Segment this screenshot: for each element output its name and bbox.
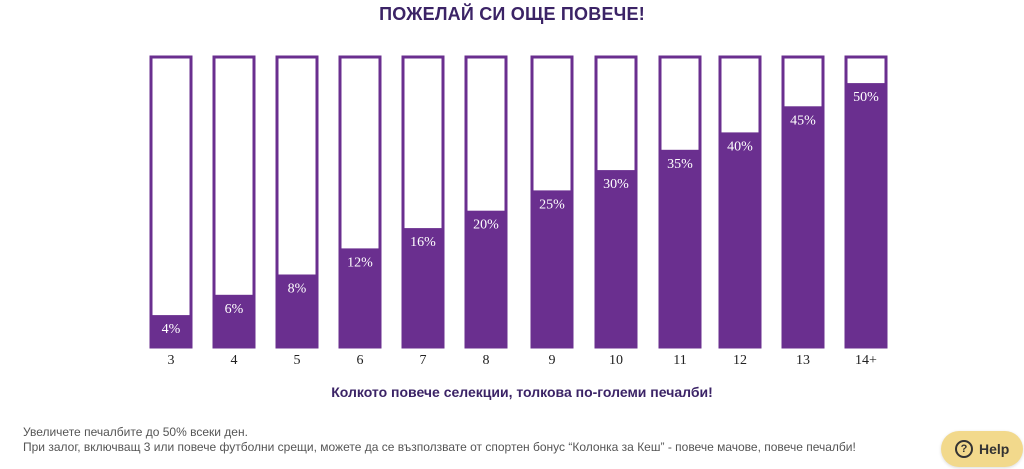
x-tick-label-6: 6 <box>357 353 364 368</box>
promo-note-2: При залог, включващ 3 или повече футболн… <box>23 440 856 454</box>
bar-value-label-9: 25% <box>539 197 565 212</box>
bar-5 <box>277 274 317 347</box>
x-tick-label-14+: 14+ <box>855 353 877 368</box>
bar-11 <box>660 149 700 347</box>
bar-10 <box>596 170 636 347</box>
bar-value-label-8: 20% <box>473 218 499 233</box>
bar-14+ <box>846 83 886 347</box>
chart-title: ПОЖЕЛАЙ СИ ОЩЕ ПОВЕЧЕ! <box>379 4 645 24</box>
bar-value-label-11: 35% <box>667 157 693 172</box>
bar-value-label-6: 12% <box>347 255 373 270</box>
bar-value-label-13: 45% <box>790 113 816 128</box>
bar-value-label-7: 16% <box>410 235 436 250</box>
x-tick-label-4: 4 <box>231 353 238 368</box>
bar-outline-3 <box>149 55 193 349</box>
x-tick-label-12: 12 <box>733 353 747 368</box>
x-tick-label-11: 11 <box>673 353 686 368</box>
x-tick-label-10: 10 <box>609 353 623 368</box>
bar-12 <box>720 132 760 347</box>
chart-subtitle: Колкото повече селекции, толкова по-голе… <box>331 384 713 400</box>
bar-6 <box>340 248 380 347</box>
bar-value-label-3: 4% <box>162 322 181 337</box>
bar-9 <box>532 190 572 347</box>
x-tick-label-3: 3 <box>168 353 175 368</box>
x-tick-label-9: 9 <box>549 353 556 368</box>
bar-8 <box>466 210 506 347</box>
x-tick-label-8: 8 <box>483 353 490 368</box>
x-tick-label-5: 5 <box>294 353 301 368</box>
bar-value-label-5: 8% <box>288 282 307 297</box>
help-button[interactable]: ? Help <box>941 431 1023 467</box>
x-tick-label-13: 13 <box>796 353 810 368</box>
bar-value-label-12: 40% <box>727 139 753 154</box>
bar-value-label-10: 30% <box>603 177 629 192</box>
bar-value-label-4: 6% <box>225 302 244 317</box>
bar-13 <box>783 106 823 347</box>
promo-note-1: Увеличете печалбите до 50% всеки ден. <box>23 425 248 439</box>
x-tick-label-7: 7 <box>420 353 427 368</box>
bar-chart: 4% 3 6% 4 8% 5 12% 6 16% 7 20% 8 25% 9 30% 10 35% 11 40% 12… <box>149 55 888 368</box>
bar-3 <box>151 315 191 347</box>
help-button-label: Help <box>979 441 1010 457</box>
bar-value-label-14+: 50% <box>853 90 879 105</box>
bar-7 <box>403 228 443 347</box>
bar-4 <box>214 294 254 347</box>
question-icon: ? <box>955 440 973 458</box>
